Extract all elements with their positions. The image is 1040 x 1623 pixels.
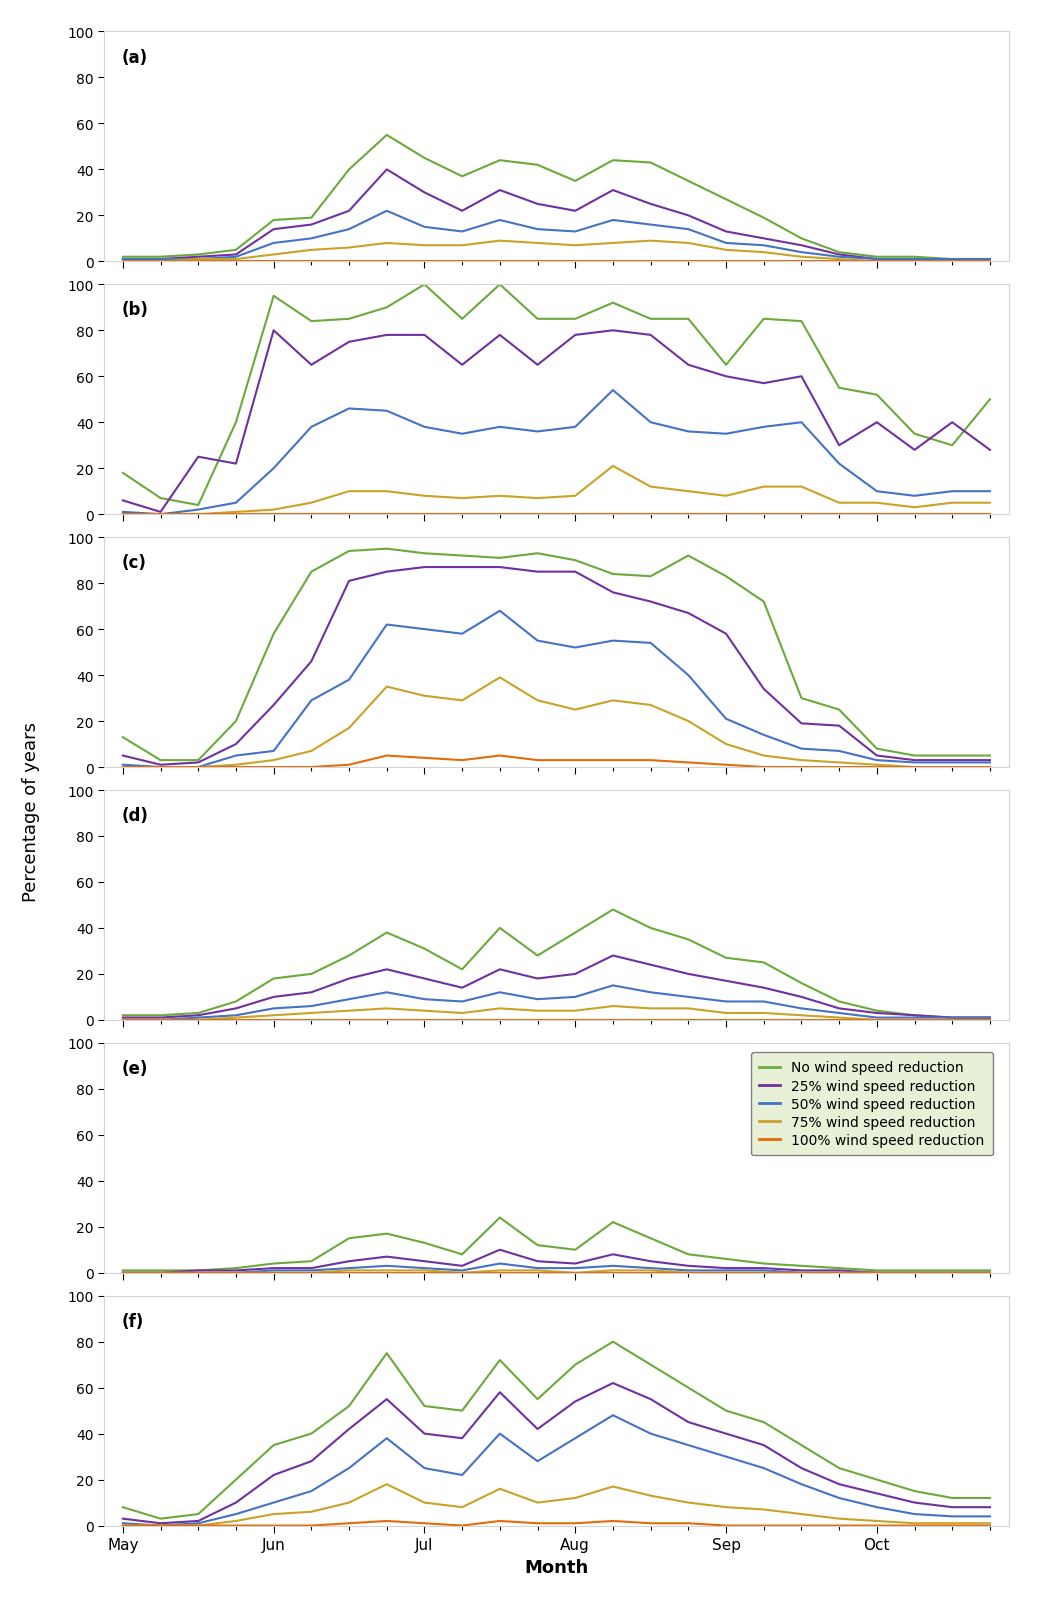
Text: (c): (c) bbox=[122, 553, 147, 571]
Text: (d): (d) bbox=[122, 807, 149, 824]
Text: (f): (f) bbox=[122, 1311, 145, 1329]
Text: (a): (a) bbox=[122, 49, 149, 67]
Text: Percentage of years: Percentage of years bbox=[22, 722, 41, 901]
Legend: No wind speed reduction, 25% wind speed reduction, 50% wind speed reduction, 75%: No wind speed reduction, 25% wind speed … bbox=[751, 1052, 993, 1156]
Text: (e): (e) bbox=[122, 1060, 149, 1078]
X-axis label: Month: Month bbox=[524, 1558, 589, 1576]
Text: (b): (b) bbox=[122, 302, 149, 320]
